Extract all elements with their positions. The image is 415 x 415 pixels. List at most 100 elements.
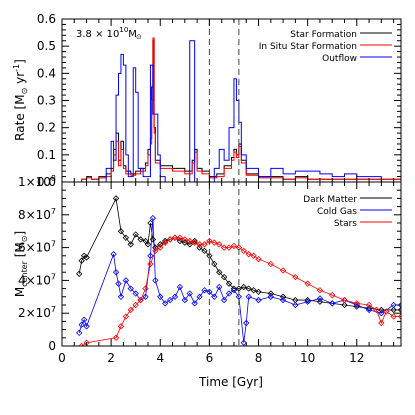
bottom-y-tick-label: 4×107 bbox=[18, 272, 56, 287]
data-point-marker bbox=[149, 214, 157, 222]
data-point-marker bbox=[220, 273, 228, 281]
bottom-panel-series bbox=[76, 195, 401, 346]
data-point-marker bbox=[127, 306, 134, 314]
data-point-marker bbox=[122, 313, 130, 320]
data-point-marker bbox=[171, 293, 179, 300]
data-point-marker bbox=[157, 241, 164, 248]
bottom-y-axis-label: Mcenter [M⊙] bbox=[13, 231, 29, 297]
data-point-marker bbox=[142, 293, 149, 300]
legend-label: Outflow bbox=[322, 54, 357, 64]
top-series-line-2 bbox=[62, 40, 401, 182]
data-point-marker bbox=[383, 308, 390, 315]
bottom-series-line-2 bbox=[81, 237, 401, 346]
data-point-marker bbox=[196, 244, 203, 251]
data-point-marker bbox=[152, 244, 159, 251]
data-point-marker bbox=[216, 241, 223, 248]
data-point-marker bbox=[365, 306, 373, 314]
data-point-marker bbox=[316, 295, 324, 302]
axis-ticks bbox=[61, 18, 401, 347]
data-point-marker bbox=[373, 306, 380, 314]
data-point-marker bbox=[220, 296, 228, 304]
data-point-marker bbox=[397, 306, 401, 314]
data-point-marker bbox=[196, 241, 203, 248]
data-point-marker bbox=[176, 234, 184, 241]
legend-label: Dark Matter bbox=[303, 195, 357, 205]
data-point-marker bbox=[245, 285, 252, 292]
data-point-marker bbox=[329, 300, 336, 307]
data-point-marker bbox=[78, 342, 85, 346]
data-point-marker bbox=[110, 250, 117, 258]
data-point-marker bbox=[186, 290, 193, 297]
data-point-marker bbox=[147, 219, 154, 227]
data-point-marker bbox=[147, 260, 154, 268]
data-point-marker bbox=[397, 301, 401, 309]
data-point-marker bbox=[162, 239, 169, 246]
data-point-marker bbox=[122, 234, 130, 241]
mass-annotation: 3.8 × 1010M⊙ bbox=[76, 26, 142, 41]
data-point-marker bbox=[353, 300, 360, 307]
data-point-marker bbox=[216, 283, 223, 291]
bottom-y-tick-label: 1×108 bbox=[18, 174, 56, 189]
data-point-marker bbox=[112, 334, 120, 341]
data-point-marker bbox=[316, 298, 324, 305]
bottom-series-line-1 bbox=[78, 218, 401, 343]
data-point-marker bbox=[240, 283, 247, 291]
data-point-marker bbox=[245, 250, 252, 258]
data-point-marker bbox=[316, 287, 324, 294]
data-point-marker bbox=[132, 231, 139, 238]
data-point-marker bbox=[304, 298, 311, 305]
legend-label: Stars bbox=[334, 219, 357, 229]
data-point-marker bbox=[127, 285, 134, 292]
data-point-marker bbox=[80, 316, 88, 323]
data-point-marker bbox=[240, 339, 247, 346]
data-point-marker bbox=[279, 293, 287, 300]
data-point-marker bbox=[186, 237, 193, 245]
data-point-marker bbox=[230, 285, 238, 292]
data-point-marker bbox=[255, 296, 262, 304]
top-y-tick-label: 0.6 bbox=[37, 12, 56, 26]
data-point-marker bbox=[365, 301, 373, 309]
data-point-marker bbox=[267, 260, 274, 268]
data-point-marker bbox=[83, 254, 90, 261]
bottom-legend: Dark Matter Cold Gas Stars bbox=[303, 195, 392, 229]
data-point-marker bbox=[137, 236, 144, 243]
data-point-marker bbox=[78, 257, 85, 264]
data-point-marker bbox=[171, 234, 179, 241]
data-point-marker bbox=[304, 280, 311, 287]
data-point-marker bbox=[329, 291, 336, 299]
data-point-marker bbox=[240, 247, 247, 255]
data-point-marker bbox=[390, 313, 397, 320]
data-point-marker bbox=[243, 319, 250, 327]
data-point-marker bbox=[390, 306, 397, 314]
data-point-marker bbox=[211, 239, 218, 246]
top-y-tick-label: 0.0 bbox=[37, 175, 56, 189]
data-point-marker bbox=[191, 237, 198, 245]
data-point-marker bbox=[230, 242, 238, 250]
data-point-marker bbox=[250, 287, 257, 294]
bottom-y-tick-label: 0 bbox=[48, 339, 56, 353]
data-point-marker bbox=[157, 293, 164, 300]
data-point-marker bbox=[176, 283, 184, 291]
data-point-marker bbox=[225, 280, 233, 287]
data-point-marker bbox=[220, 244, 228, 251]
legend-label: In Situ Star Formation bbox=[259, 42, 357, 52]
data-point-marker bbox=[304, 296, 311, 304]
data-point-marker bbox=[378, 306, 385, 314]
data-point-marker bbox=[144, 241, 152, 248]
data-point-marker bbox=[279, 296, 287, 304]
data-point-marker bbox=[76, 270, 83, 278]
top-y-tick-label: 0.2 bbox=[37, 121, 56, 135]
data-point-marker bbox=[181, 239, 188, 246]
data-point-marker bbox=[196, 293, 203, 300]
data-point-marker bbox=[292, 301, 299, 309]
data-point-marker bbox=[127, 241, 134, 248]
data-point-marker bbox=[341, 301, 348, 309]
data-point-marker bbox=[80, 252, 88, 259]
data-point-marker bbox=[112, 269, 120, 276]
data-point-marker bbox=[166, 236, 174, 243]
top-legend: Star Formation In Situ Star Formation Outf… bbox=[259, 30, 392, 64]
data-point-marker bbox=[341, 296, 348, 304]
data-point-marker bbox=[132, 301, 139, 309]
data-point-marker bbox=[166, 296, 174, 304]
data-point-marker bbox=[225, 244, 233, 251]
